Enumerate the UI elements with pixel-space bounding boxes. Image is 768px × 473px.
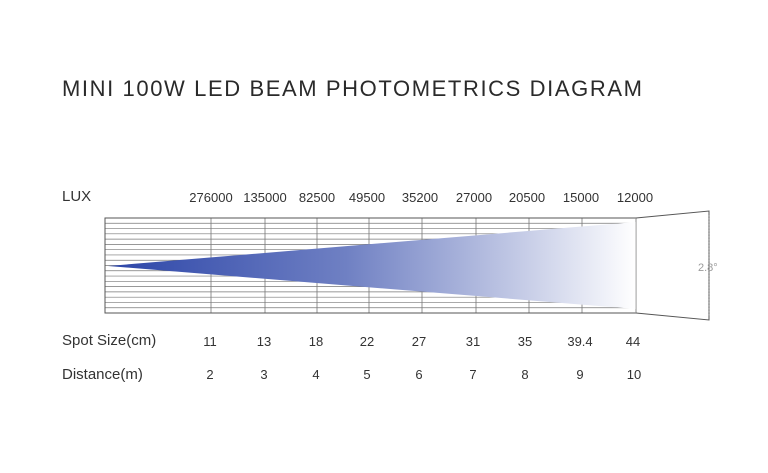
spot-size-value: 11 (203, 334, 217, 349)
lux-value: 82500 (298, 190, 336, 205)
distance-value: 3 (260, 367, 268, 382)
distance-value: 6 (415, 367, 423, 382)
spot-size-value: 18 (308, 334, 324, 349)
lux-value: 20500 (508, 190, 546, 205)
diagram-title: MINI 100W LED BEAM PHOTOMETRICS DIAGRAM (62, 76, 644, 101)
lux-row-label: LUX (62, 188, 92, 205)
distance-value: 8 (521, 367, 529, 382)
spot-size-value: 44 (625, 334, 641, 349)
distance-value: 4 (312, 367, 320, 382)
beam-cone (108, 222, 636, 309)
distance-value: 10 (626, 367, 642, 382)
spot-size-value: 22 (359, 334, 375, 349)
lux-value: 15000 (562, 190, 600, 205)
distance-value: 2 (206, 367, 214, 382)
lux-value: 27000 (455, 190, 493, 205)
lux-value: 49500 (348, 190, 386, 205)
spot-size-value: 39.4 (567, 334, 593, 349)
spot-size-value: 31 (465, 334, 481, 349)
spot-size-value: 13 (256, 334, 272, 349)
beam-extension-outline (635, 210, 710, 321)
spot-size-row-label: Spot Size(cm) (62, 332, 157, 349)
lux-value: 12000 (616, 190, 654, 205)
beam-angle-label: 2.8° (698, 262, 718, 274)
distance-row-label: Distance(m) (62, 366, 143, 383)
lux-value: 35200 (401, 190, 439, 205)
distance-value: 5 (363, 367, 371, 382)
distance-value: 9 (576, 367, 584, 382)
lux-value: 276000 (189, 190, 233, 205)
spot-size-value: 27 (411, 334, 427, 349)
distance-value: 7 (469, 367, 477, 382)
spot-size-value: 35 (517, 334, 533, 349)
lux-value: 135000 (243, 190, 287, 205)
